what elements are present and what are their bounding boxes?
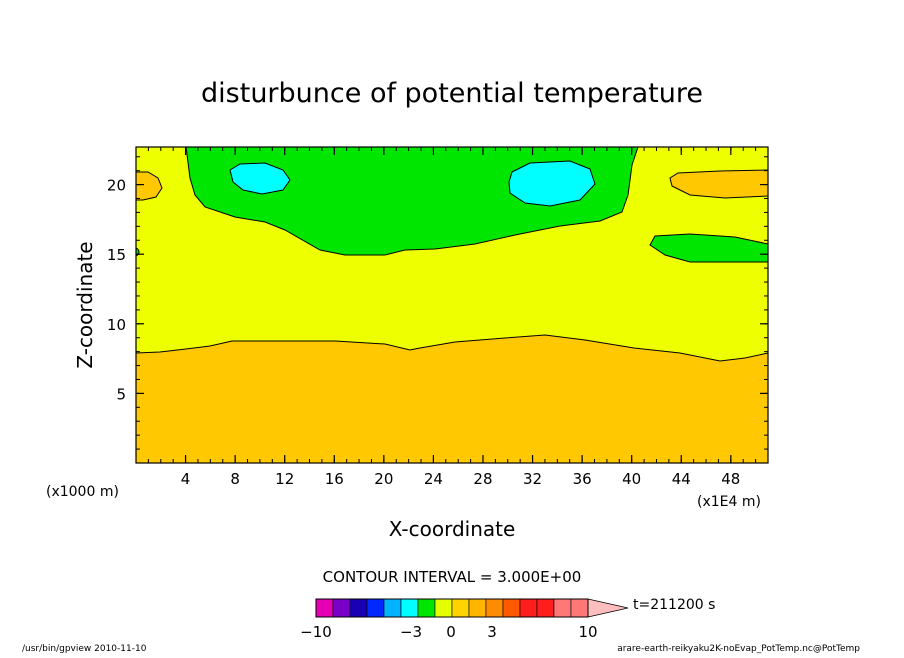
colorbar-swatch	[485, 598, 504, 618]
x-axis-ticks: 4 8 12 16 20 24 28 32 36 40 44 48	[181, 147, 740, 488]
colorbar-swatch	[570, 598, 589, 618]
upper-green-region	[136, 147, 768, 256]
x-tick-label: 8	[230, 470, 240, 488]
x-tick-label: 36	[573, 470, 592, 488]
contour-field	[136, 147, 768, 463]
cyan-cell-right	[508, 160, 596, 207]
plot-frame	[135, 146, 769, 464]
contour-interval-text: CONTOUR INTERVAL = 3.000E+00	[323, 568, 582, 586]
x-tick-label: 44	[672, 470, 691, 488]
colorbar-swatch	[366, 598, 385, 618]
colorbar-tick-label: 10	[578, 623, 597, 641]
colorbar	[315, 598, 629, 618]
colorbar-swatch	[536, 598, 555, 618]
right-green-patch	[649, 233, 768, 263]
chart-title: disturbunce of potential temperature	[201, 78, 703, 109]
orange-patch-right	[669, 169, 768, 199]
colorbar-swatch	[332, 598, 351, 618]
y-tick-label: 5	[116, 385, 126, 403]
colorbar-swatch	[519, 598, 538, 618]
colorbar-swatch	[383, 598, 402, 618]
x-tick-label: 32	[523, 470, 542, 488]
time-label: t=211200 s	[633, 597, 715, 613]
x-tick-label: 20	[374, 470, 393, 488]
y-tick-label: 20	[107, 177, 126, 195]
y-unit-note: (x1000 m)	[46, 484, 119, 500]
x-tick-label: 40	[622, 470, 641, 488]
colorbar-swatch	[434, 598, 453, 618]
orange-patch-left	[136, 171, 163, 201]
colorbar-tick-label: 0	[446, 623, 456, 641]
colorbar-labels: −10 −3 0 3 10	[300, 623, 597, 641]
x-tick-label: 16	[325, 470, 344, 488]
x-unit-note: (x1E4 m)	[697, 494, 761, 510]
x-axis-label: X-coordinate	[389, 517, 516, 541]
colorbar-swatch	[553, 598, 572, 618]
colorbar-tick-label: 3	[487, 623, 497, 641]
colorbar-arrow	[587, 598, 629, 618]
colorbar-swatch	[468, 598, 487, 618]
colorbar-swatch	[400, 598, 419, 618]
x-tick-label: 4	[181, 470, 191, 488]
colorbar-tick-label: −3	[400, 623, 422, 641]
colorbar-tick-label: −10	[300, 623, 332, 641]
y-tick-label: 10	[107, 316, 126, 334]
x-tick-label: 12	[275, 470, 294, 488]
y-axis-ticks: 5 10 15 20	[107, 177, 768, 403]
footer-right-text: arare-earth-reikyaku2K-noEvap_PotTemp.nc…	[617, 644, 860, 654]
footer-left-text: /usr/bin/gpview 2010-11-10	[22, 644, 147, 654]
colorbar-frame	[315, 598, 589, 618]
x-tick-label: 24	[424, 470, 443, 488]
colorbar-swatch	[349, 598, 368, 618]
y-axis-label: Z-coordinate	[73, 241, 97, 368]
colorbar-swatch	[502, 598, 521, 618]
colorbar-swatch	[451, 598, 470, 618]
low-orange-layer	[136, 334, 768, 463]
x-tick-label: 28	[473, 470, 492, 488]
edge-green-fragment	[136, 247, 140, 257]
colorbar-swatch	[315, 598, 334, 618]
colorbar-swatch	[417, 598, 436, 618]
x-tick-label: 48	[721, 470, 740, 488]
cyan-cell-left	[229, 162, 291, 195]
y-tick-label: 15	[107, 246, 126, 264]
